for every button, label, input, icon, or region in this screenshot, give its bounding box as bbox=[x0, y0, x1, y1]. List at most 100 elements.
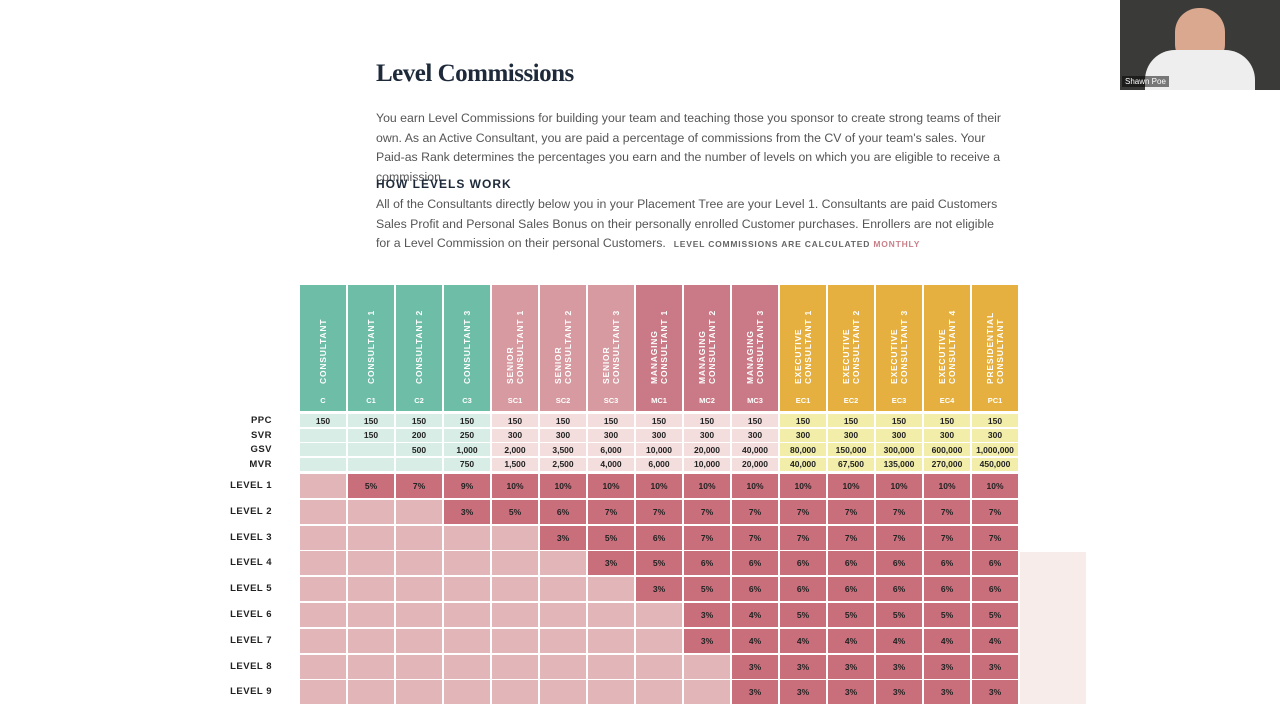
level-cell: 5% bbox=[588, 525, 634, 550]
intro: You earn Level Commissions for building … bbox=[376, 111, 1001, 184]
row-label: LEVEL 6 bbox=[230, 609, 272, 620]
qualification-cell bbox=[300, 428, 346, 442]
level-cell: 10% bbox=[828, 474, 874, 498]
qualification-cell: 150 bbox=[972, 414, 1018, 427]
rank-code: C3 bbox=[462, 396, 472, 405]
level-cell: 7% bbox=[684, 499, 730, 524]
rank-code: MC3 bbox=[747, 396, 763, 405]
level-cell: 3% bbox=[732, 680, 778, 705]
row-label: MVR bbox=[249, 458, 272, 470]
row-label: LEVEL 5 bbox=[230, 583, 272, 595]
qualification-cell: 67,500 bbox=[828, 457, 874, 471]
rank-code: SC3 bbox=[603, 396, 619, 405]
qualification-cell: 150 bbox=[684, 414, 730, 427]
row-label: LEVEL 7 bbox=[230, 634, 272, 646]
level-cell: 6% bbox=[924, 577, 970, 602]
rank-header: MANAGING CONSULTANT 2 MC2 bbox=[684, 285, 730, 411]
row-label: SVR bbox=[250, 429, 272, 441]
qualification-cell: 150 bbox=[492, 414, 538, 427]
qualification-cell: 250 bbox=[444, 428, 490, 442]
row-label: PPC bbox=[250, 415, 272, 426]
level-cell: 10% bbox=[492, 474, 538, 498]
rank-header: CONSULTANT 3 C3 bbox=[444, 285, 490, 411]
level-cell bbox=[396, 628, 442, 653]
level-cell bbox=[300, 525, 346, 550]
level-cell: 6% bbox=[876, 551, 922, 576]
level-cell: 6% bbox=[732, 577, 778, 602]
row-label: LEVEL 2 bbox=[230, 505, 272, 517]
qualification-cell: 200 bbox=[396, 428, 442, 442]
rank-name-box: CONSULTANT 2 bbox=[396, 289, 442, 389]
qualification-cell: 300 bbox=[684, 428, 730, 442]
rank-name: CONSULTANT bbox=[318, 318, 328, 384]
rank-header: SENIOR CONSULTANT 3 SC3 bbox=[588, 285, 634, 411]
rank-code: EC1 bbox=[795, 396, 811, 405]
level-cell bbox=[588, 603, 634, 627]
level-cell: 6% bbox=[732, 551, 778, 576]
qualification-cell: 6,000 bbox=[636, 457, 682, 471]
qualification-cell: 300,000 bbox=[876, 443, 922, 457]
qualification-cell: 10,000 bbox=[636, 443, 682, 457]
level-cell: 7% bbox=[828, 525, 874, 550]
qualification-cell: 300 bbox=[540, 428, 586, 442]
rank-header: SENIOR CONSULTANT 2 SC2 bbox=[540, 285, 586, 411]
rank-name: CONSULTANT 2 bbox=[414, 310, 424, 384]
level-cell bbox=[348, 680, 394, 705]
level-cell bbox=[396, 577, 442, 602]
rank-code: SC1 bbox=[507, 396, 523, 405]
level-cell: 3% bbox=[732, 654, 778, 679]
level-cell: 10% bbox=[540, 474, 586, 498]
level-cell: 7% bbox=[924, 525, 970, 550]
rank-code: SC2 bbox=[555, 396, 571, 405]
level-cell bbox=[492, 680, 538, 705]
qualification-cell bbox=[348, 457, 394, 471]
qualification-cell bbox=[348, 443, 394, 457]
rank-code: MC1 bbox=[651, 396, 667, 405]
level-cell bbox=[396, 603, 442, 627]
level-cell: 7% bbox=[828, 499, 874, 524]
level-cell: 3% bbox=[684, 603, 730, 627]
video-tile: Shawn Poe bbox=[1120, 0, 1280, 90]
rank-header: EXECUTIVE CONSULTANT 4 EC4 bbox=[924, 285, 970, 411]
qualification-cell: 300 bbox=[876, 428, 922, 442]
level-cell: 4% bbox=[924, 628, 970, 653]
level-cell bbox=[396, 551, 442, 576]
level-cell bbox=[348, 603, 394, 627]
rank-name: MANAGING CONSULTANT 3 bbox=[745, 310, 765, 384]
qualification-cell: 40,000 bbox=[732, 443, 778, 457]
qualification-cell: 150 bbox=[348, 414, 394, 427]
level-cell: 4% bbox=[732, 603, 778, 627]
level-cell: 3% bbox=[876, 680, 922, 705]
rank-name: MANAGING CONSULTANT 1 bbox=[649, 310, 669, 384]
level-cell: 5% bbox=[684, 577, 730, 602]
level-cell bbox=[636, 603, 682, 627]
qualification-cell: 1,500 bbox=[492, 457, 538, 471]
level-cell: 3% bbox=[828, 680, 874, 705]
level-cell: 4% bbox=[732, 628, 778, 653]
rank-name-box: PRESIDENTIAL CONSULTANT bbox=[972, 289, 1018, 389]
qualification-cell: 150 bbox=[828, 414, 874, 427]
level-cell bbox=[540, 654, 586, 679]
rank-header: SENIOR CONSULTANT 1 SC1 bbox=[492, 285, 538, 411]
rank-code: EC4 bbox=[939, 396, 955, 405]
level-cell bbox=[444, 551, 490, 576]
level-cell bbox=[348, 525, 394, 550]
level-cell bbox=[396, 499, 442, 524]
qualification-cell: 1,000 bbox=[444, 443, 490, 457]
rank-name-box: CONSULTANT bbox=[300, 289, 346, 389]
level-cell: 5% bbox=[876, 603, 922, 627]
qualification-cell: 300 bbox=[780, 428, 826, 442]
rank-name: EXECUTIVE CONSULTANT 1 bbox=[793, 310, 813, 384]
level-cell: 10% bbox=[684, 474, 730, 498]
qualification-cell: 135,000 bbox=[876, 457, 922, 471]
rank-header: EXECUTIVE CONSULTANT 1 EC1 bbox=[780, 285, 826, 411]
qualification-cell: 150 bbox=[588, 414, 634, 427]
rank-name-box: MANAGING CONSULTANT 2 bbox=[684, 289, 730, 389]
level-cell bbox=[348, 551, 394, 576]
qualification-cell: 600,000 bbox=[924, 443, 970, 457]
rank-name: CONSULTANT 1 bbox=[366, 310, 376, 384]
level-cell: 3% bbox=[684, 628, 730, 653]
level-cell: 10% bbox=[636, 474, 682, 498]
qualification-cell: 20,000 bbox=[684, 443, 730, 457]
